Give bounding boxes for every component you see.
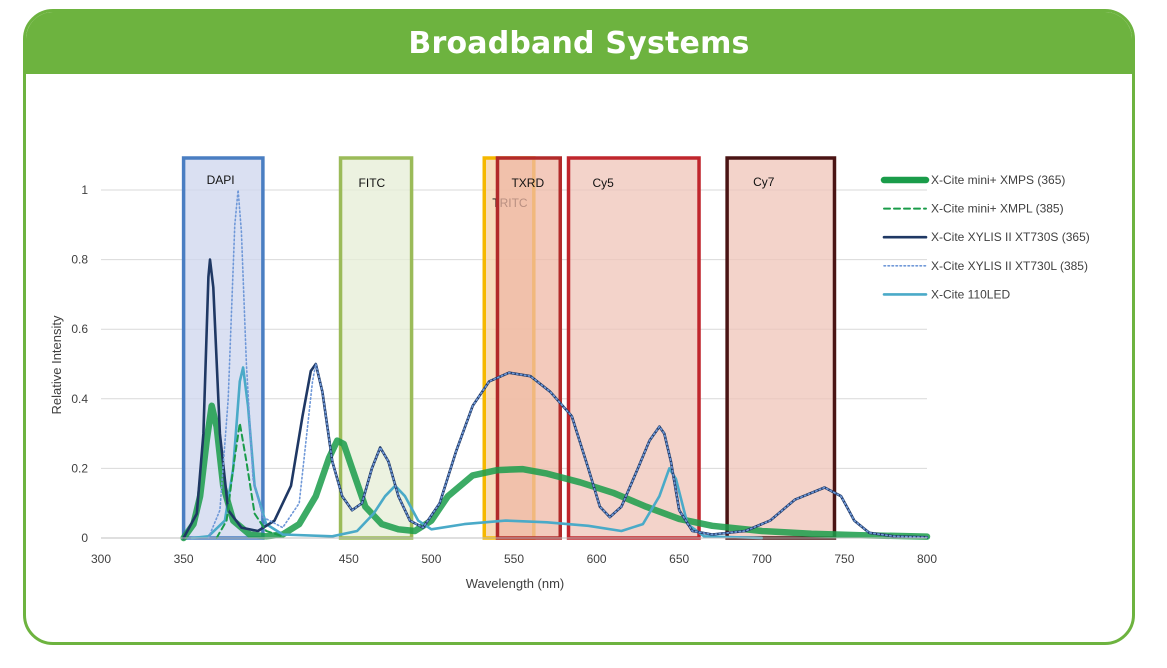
series-line-x-cite-110led xyxy=(190,366,764,540)
series-line-x-cite-xylis-ii-xt730l-385 xyxy=(207,189,928,539)
x-tick-label-700: 700 xyxy=(752,552,772,566)
band-fitc xyxy=(338,156,414,540)
x-axis-label: Wavelength (nm) xyxy=(466,576,565,591)
legend-label-x-cite-mini-xmpl-385: X-Cite mini+ XMPL (385) xyxy=(931,202,1064,216)
series-lines xyxy=(180,189,931,542)
x-tick-label-750: 750 xyxy=(834,552,854,566)
x-tick-label-650: 650 xyxy=(669,552,689,566)
x-tick-label-600: 600 xyxy=(587,552,607,566)
card-header: Broadband Systems xyxy=(26,12,1132,74)
x-tick-label-500: 500 xyxy=(421,552,441,566)
y-tick-label-5: 1 xyxy=(81,183,88,197)
x-axis: 300 350 400 450 500 550 600 650 700 750 800 xyxy=(91,537,937,566)
y-axis: 0 0.2 0.4 0.6 0.8 1 xyxy=(71,183,88,545)
x-tick-label-450: 450 xyxy=(339,552,359,566)
legend: X-Cite mini+ XMPS (365) X-Cite mini+ XMPL… xyxy=(880,173,1090,301)
x-tick-label-800: 800 xyxy=(917,552,937,566)
y-tick-label-2: 0.4 xyxy=(71,392,88,406)
legend-label-x-cite-mini-xmps-365: X-Cite mini+ XMPS (365) xyxy=(931,173,1065,187)
band-label-dapi: DAPI xyxy=(207,173,235,187)
band-label-fitc: FITC xyxy=(359,176,386,190)
x-tick-label-550: 550 xyxy=(504,552,524,566)
x-tick-label-300: 300 xyxy=(91,552,111,566)
y-axis-label: Relative Intensity xyxy=(49,315,64,414)
filter-bands: DAPIFITCTRITCTXRDCy5Cy7 xyxy=(181,156,837,540)
legend-label-x-cite-110led: X-Cite 110LED xyxy=(931,287,1010,301)
y-tick-label-4: 0.8 xyxy=(71,253,88,267)
page-title: Broadband Systems xyxy=(408,25,750,61)
x-tick-label-400: 400 xyxy=(256,552,276,566)
band-cy7 xyxy=(725,156,837,540)
band-label-cy7: Cy7 xyxy=(753,175,775,189)
band-label-txrd: TXRD xyxy=(511,176,544,190)
y-tick-label-3: 0.6 xyxy=(71,322,88,336)
legend-label-x-cite-xylis-ii-xt730s-365: X-Cite XYLIS II XT730S (365) xyxy=(931,230,1090,244)
band-txrd xyxy=(495,156,563,540)
y-tick-label-0: 0 xyxy=(81,531,88,545)
band-label-cy5: Cy5 xyxy=(593,176,615,190)
x-tick-label-350: 350 xyxy=(174,552,194,566)
y-tick-label-1: 0.2 xyxy=(71,461,88,475)
legend-label-x-cite-xylis-ii-xt730l-385: X-Cite XYLIS II XT730L (385) xyxy=(931,259,1088,273)
